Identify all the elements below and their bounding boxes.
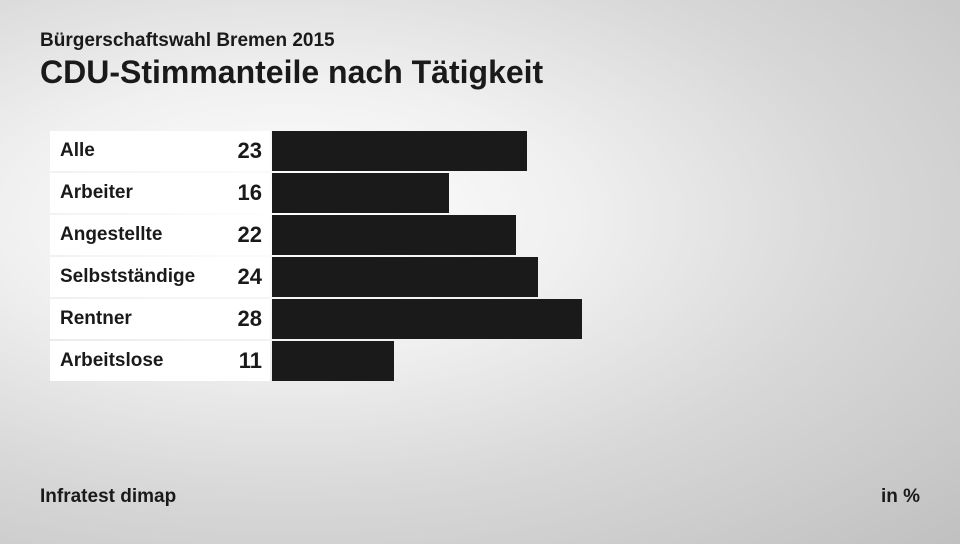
row-value: 16 [218,173,270,213]
bar-area [272,131,920,171]
chart-row: Angestellte22 [50,215,920,255]
row-value: 22 [218,215,270,255]
bar [272,131,527,171]
bar [272,215,516,255]
row-value: 23 [218,131,270,171]
bar [272,299,582,339]
row-label: Arbeiter [50,173,218,213]
chart-row: Selbstständige24 [50,257,920,297]
row-label: Alle [50,131,218,171]
chart-row: Arbeiter16 [50,173,920,213]
row-label: Rentner [50,299,218,339]
row-label: Selbstständige [50,257,218,297]
row-value: 28 [218,299,270,339]
bar [272,173,449,213]
chart-row: Arbeitslose11 [50,341,920,381]
bar-chart: Alle23Arbeiter16Angestellte22Selbstständ… [50,131,920,381]
row-value: 11 [218,341,270,381]
footer-unit: in % [881,486,920,508]
bar-area [272,173,920,213]
chart-row: Alle23 [50,131,920,171]
footer: Infratest dimap in % [40,486,920,508]
bar [272,341,394,381]
row-value: 24 [218,257,270,297]
bar-area [272,257,920,297]
row-label: Angestellte [50,215,218,255]
bar-area [272,341,920,381]
pretitle: Bürgerschaftswahl Bremen 2015 [40,30,920,52]
bar-area [272,299,920,339]
bar-area [272,215,920,255]
chart-title: CDU-Stimmanteile nach Tätigkeit [40,54,920,91]
chart-row: Rentner28 [50,299,920,339]
bar [272,257,538,297]
footer-source: Infratest dimap [40,486,176,508]
row-label: Arbeitslose [50,341,218,381]
